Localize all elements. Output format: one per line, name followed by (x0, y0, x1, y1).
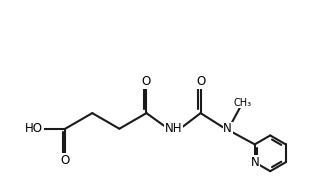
Text: O: O (196, 75, 205, 88)
Text: NH: NH (165, 122, 182, 135)
Text: O: O (142, 75, 151, 88)
Text: N: N (250, 156, 259, 169)
Text: N: N (223, 122, 232, 135)
Text: CH₃: CH₃ (233, 98, 252, 108)
Text: HO: HO (25, 122, 43, 135)
Text: O: O (61, 153, 70, 167)
